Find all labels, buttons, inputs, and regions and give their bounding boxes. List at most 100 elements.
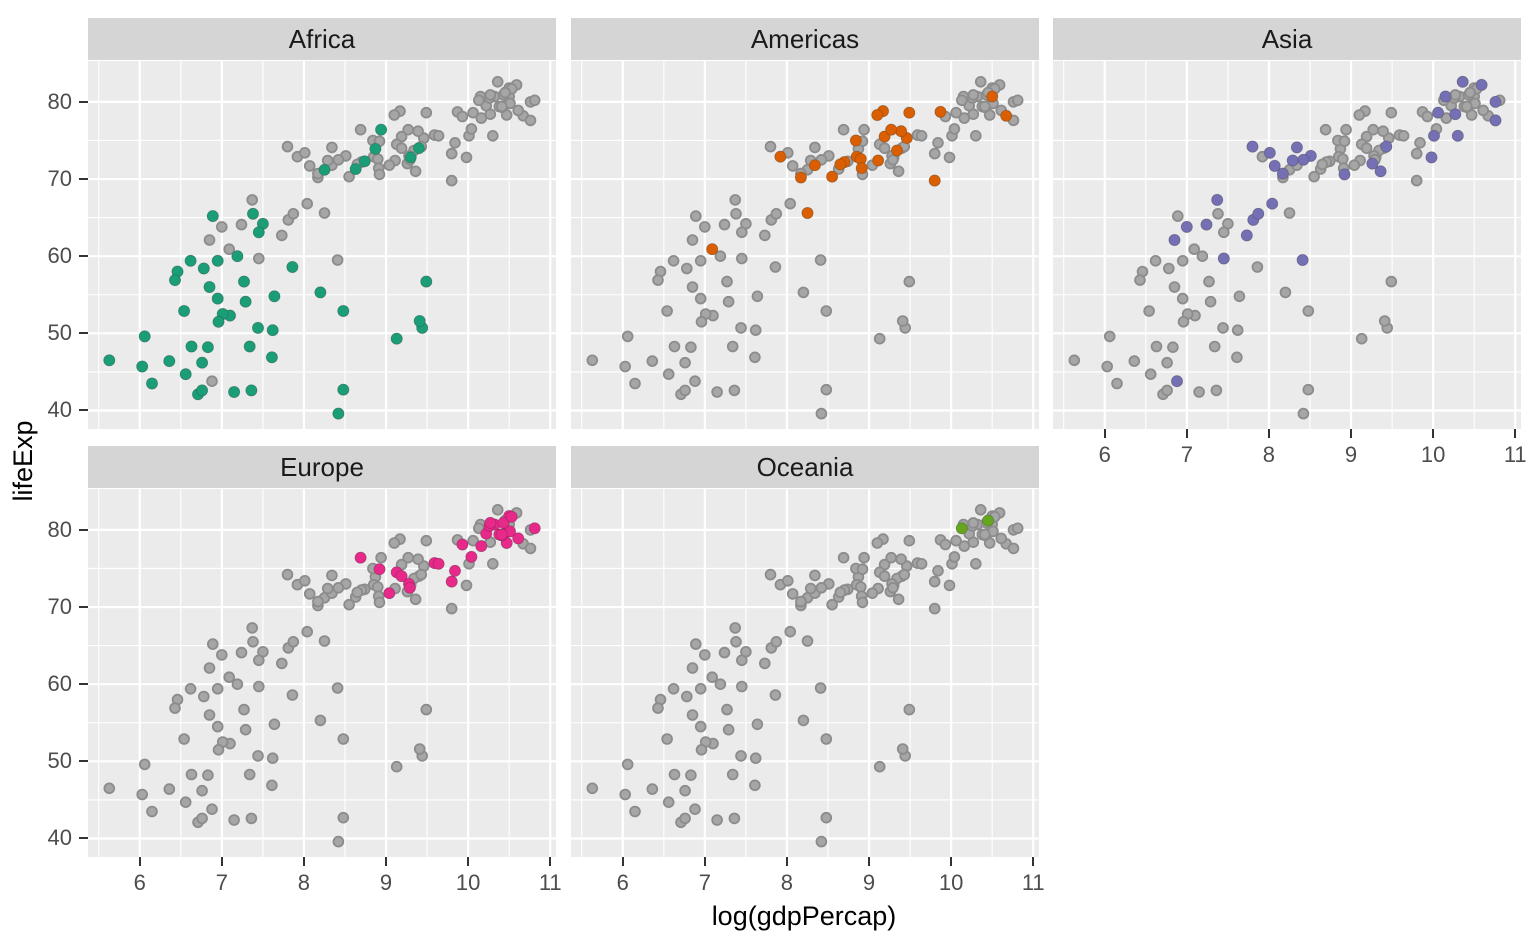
data-point <box>499 86 511 99</box>
x-tick-mark <box>1350 429 1353 438</box>
data-point <box>1193 386 1205 398</box>
data-point <box>784 625 797 638</box>
data-point <box>804 582 817 595</box>
data-point <box>856 563 869 575</box>
data-point <box>524 542 537 555</box>
data-point <box>858 551 870 564</box>
data-point <box>301 197 314 210</box>
data-point <box>1355 332 1368 345</box>
data-point-highlight <box>314 286 327 299</box>
x-tick-label: 10 <box>1420 442 1446 467</box>
data-point <box>858 123 870 136</box>
data-point <box>1217 322 1229 334</box>
data-point <box>661 733 673 745</box>
data-point <box>726 340 739 353</box>
data-point-highlight <box>404 151 417 164</box>
data-point <box>472 522 485 535</box>
data-point <box>246 622 259 634</box>
facet-panel-europe <box>88 489 556 857</box>
data-point <box>332 835 345 848</box>
y-tick-mark <box>79 178 88 181</box>
data-point <box>266 752 279 765</box>
data-point-highlight <box>265 351 278 364</box>
data-point <box>303 588 316 600</box>
data-point <box>967 517 980 529</box>
data-point <box>1208 340 1221 353</box>
data-point <box>253 252 265 265</box>
facet-panel-africa <box>88 61 556 429</box>
data-point <box>694 683 707 695</box>
data-point-highlight <box>349 162 362 176</box>
data-point <box>207 638 219 650</box>
y-tick-mark <box>79 332 88 335</box>
data-point-highlight <box>1297 153 1310 166</box>
data-point <box>343 170 355 183</box>
data-point <box>235 218 248 231</box>
data-point-highlight <box>1432 106 1445 119</box>
data-point <box>373 596 386 609</box>
data-point-highlight <box>955 522 968 535</box>
data-point-highlight <box>245 384 258 397</box>
data-point <box>764 140 777 153</box>
data-point <box>866 587 879 599</box>
x-tick-label: 6 <box>133 870 146 895</box>
data-point <box>871 537 884 549</box>
x-tick-label: 10 <box>455 870 481 895</box>
data-point <box>253 654 265 667</box>
data-point <box>1338 135 1351 147</box>
data-point <box>679 356 691 369</box>
data-point <box>1421 110 1434 123</box>
data-point-highlight <box>456 538 469 551</box>
y-tick-label: 70 <box>47 166 72 192</box>
data-point <box>820 811 833 824</box>
data-point-highlight <box>196 384 209 397</box>
data-point <box>1385 275 1398 288</box>
data-point <box>694 255 707 267</box>
data-point <box>184 683 197 695</box>
data-point <box>1210 384 1223 397</box>
data-point <box>967 89 980 101</box>
data-point <box>354 123 367 136</box>
data-point-highlight <box>268 290 281 303</box>
data-point <box>686 281 699 293</box>
data-point <box>969 130 982 142</box>
data-point <box>247 636 259 648</box>
y-tick-label: 60 <box>47 243 72 269</box>
data-point <box>939 538 952 551</box>
facet-asia: Asia 6 7 8 9 10 11 <box>1053 18 1527 489</box>
x-tick-mark <box>549 857 552 866</box>
data-point-highlight <box>243 340 256 353</box>
data-point <box>686 709 699 721</box>
data-point <box>978 100 991 113</box>
data-point <box>892 165 905 178</box>
data-point <box>299 575 311 587</box>
data-point-highlight <box>934 105 947 119</box>
data-point <box>679 384 691 397</box>
data-point <box>978 528 991 541</box>
data-point <box>735 750 747 762</box>
data-point <box>668 340 681 353</box>
x-tick-mark <box>868 857 871 866</box>
data-point <box>146 805 158 818</box>
data-point <box>629 377 641 390</box>
data-point <box>896 743 909 755</box>
data-point <box>1212 208 1224 220</box>
data-point <box>837 123 850 136</box>
facet-oceania: Oceania 6 7 8 9 10 11 <box>571 446 1045 917</box>
data-point <box>903 534 916 547</box>
y-tick-label: 80 <box>47 88 72 114</box>
data-point <box>686 662 699 674</box>
data-point <box>331 254 344 266</box>
data-point <box>287 208 300 220</box>
data-point-highlight <box>266 324 279 337</box>
data-point <box>409 593 422 606</box>
data-point <box>211 720 224 733</box>
data-point <box>432 130 445 142</box>
data-point <box>420 703 433 716</box>
data-point <box>486 558 499 570</box>
data-point <box>769 689 782 701</box>
data-point-highlight <box>1217 252 1230 265</box>
data-point <box>695 743 708 756</box>
data-point <box>928 147 941 160</box>
data-point <box>621 758 634 771</box>
